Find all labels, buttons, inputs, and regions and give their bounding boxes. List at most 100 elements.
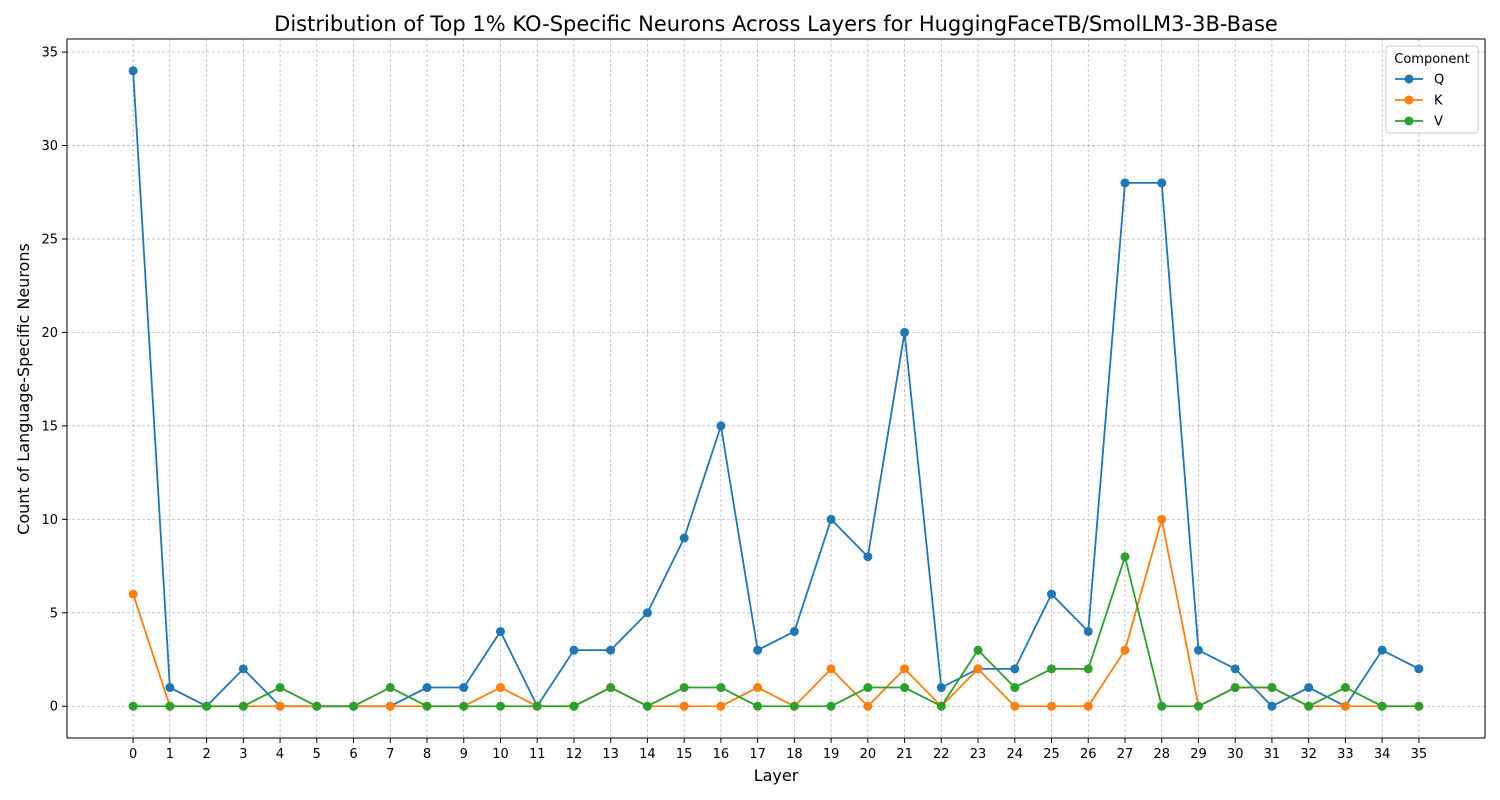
data-point-v xyxy=(973,645,983,655)
x-tick-label: 13 xyxy=(602,747,619,762)
legend-marker xyxy=(1404,116,1414,126)
data-point-v xyxy=(716,683,726,693)
axes: 0 1 2 3 4 5 6 7 8 9 10 11 12 13 14 15 16 17 18 19 20 21 22 23 24… xyxy=(41,38,1486,762)
series-group xyxy=(128,66,1424,711)
x-tick-label: 9 xyxy=(460,747,468,762)
data-point-q xyxy=(1304,683,1314,693)
x-tick-label: 5 xyxy=(313,747,321,762)
data-point-v xyxy=(826,701,836,711)
data-point-v xyxy=(312,701,322,711)
x-tick-label: 0 xyxy=(129,747,137,762)
data-point-v xyxy=(1267,683,1277,693)
legend-marker xyxy=(1404,74,1414,84)
data-point-q xyxy=(789,626,799,636)
x-tick-label: 12 xyxy=(566,747,583,762)
data-point-k xyxy=(826,664,836,674)
data-point-k xyxy=(679,701,689,711)
data-point-q xyxy=(1230,664,1240,674)
data-point-k xyxy=(275,701,285,711)
data-point-q xyxy=(165,683,175,693)
data-point-v xyxy=(1304,701,1314,711)
data-point-v xyxy=(165,701,175,711)
data-point-q xyxy=(128,66,138,76)
data-point-k xyxy=(863,701,873,711)
data-point-v xyxy=(679,683,689,693)
data-point-k xyxy=(385,701,395,711)
data-point-q xyxy=(716,421,726,431)
data-point-v xyxy=(349,701,359,711)
x-tick-label: 34 xyxy=(1374,747,1391,762)
data-point-q xyxy=(238,664,248,674)
y-tick-label: 15 xyxy=(41,419,58,434)
x-tick-label: 23 xyxy=(970,747,987,762)
data-point-k xyxy=(753,683,763,693)
data-point-k xyxy=(1340,701,1350,711)
x-tick-label: 32 xyxy=(1300,747,1317,762)
data-point-q xyxy=(863,552,873,562)
x-tick-label: 28 xyxy=(1153,747,1170,762)
data-point-v xyxy=(422,701,432,711)
x-tick-label: 7 xyxy=(386,747,394,762)
data-point-k xyxy=(973,664,983,674)
x-tick-label: 21 xyxy=(896,747,913,762)
data-point-q xyxy=(1193,645,1203,655)
x-tick-label: 15 xyxy=(676,747,693,762)
data-point-v xyxy=(459,701,469,711)
data-point-k xyxy=(1047,701,1057,711)
legend: Component QKV xyxy=(1385,45,1479,134)
data-point-v xyxy=(202,701,212,711)
data-point-v xyxy=(569,701,579,711)
chart-title: Distribution of Top 1% KO-Specific Neuro… xyxy=(274,12,1278,36)
data-point-q xyxy=(936,683,946,693)
legend-label: Q xyxy=(1434,73,1444,88)
data-point-v xyxy=(1083,664,1093,674)
x-tick-label: 11 xyxy=(529,747,546,762)
data-point-q xyxy=(826,514,836,524)
y-tick-label: 20 xyxy=(41,326,58,341)
x-tick-label: 20 xyxy=(860,747,877,762)
x-tick-label: 24 xyxy=(1007,747,1024,762)
data-point-q xyxy=(1010,664,1020,674)
data-point-q xyxy=(900,327,910,337)
data-point-k xyxy=(900,664,910,674)
data-point-q xyxy=(1047,589,1057,599)
data-point-v xyxy=(1157,701,1167,711)
data-point-q xyxy=(1157,178,1167,188)
x-tick-label: 19 xyxy=(823,747,840,762)
legend-item-v: V xyxy=(1395,115,1443,130)
data-point-q xyxy=(569,645,579,655)
data-point-q xyxy=(1414,664,1424,674)
legend-label: V xyxy=(1434,115,1443,130)
x-tick-label: 27 xyxy=(1117,747,1134,762)
data-point-v xyxy=(1414,701,1424,711)
x-tick-label: 25 xyxy=(1043,747,1060,762)
x-tick-label: 16 xyxy=(713,747,730,762)
data-point-q xyxy=(753,645,763,655)
data-point-v xyxy=(1340,683,1350,693)
data-point-v xyxy=(128,701,138,711)
data-point-v xyxy=(1010,683,1020,693)
x-tick-label: 31 xyxy=(1264,747,1281,762)
data-point-k xyxy=(495,683,505,693)
series-v xyxy=(128,552,1424,711)
data-point-v xyxy=(1047,664,1057,674)
data-point-v xyxy=(642,701,652,711)
data-point-q xyxy=(1267,701,1277,711)
y-tick-label: 35 xyxy=(41,46,58,61)
x-tick-label: 33 xyxy=(1337,747,1354,762)
data-point-v xyxy=(1193,701,1203,711)
plot-frame xyxy=(66,38,1486,739)
data-point-v xyxy=(238,701,248,711)
data-point-v xyxy=(275,683,285,693)
data-point-v xyxy=(606,683,616,693)
legend-item-q: Q xyxy=(1395,73,1444,88)
data-point-q xyxy=(1377,645,1387,655)
gridlines xyxy=(67,39,1485,738)
data-point-v xyxy=(789,701,799,711)
legend-box xyxy=(1385,45,1479,134)
data-point-k xyxy=(1083,701,1093,711)
data-point-k xyxy=(1120,645,1130,655)
data-point-v xyxy=(532,701,542,711)
x-tick-label: 8 xyxy=(423,747,431,762)
